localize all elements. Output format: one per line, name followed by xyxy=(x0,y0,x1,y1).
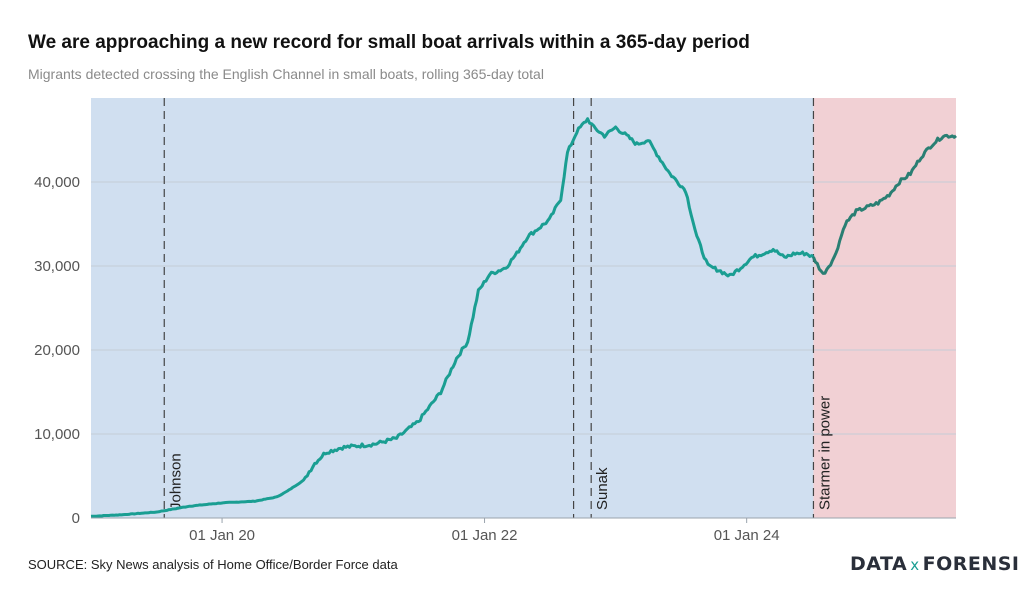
period-backgrounds xyxy=(91,98,956,518)
gridlines xyxy=(91,181,956,435)
series-lines xyxy=(90,117,957,518)
period-labour xyxy=(813,98,956,518)
brand-left: DATA xyxy=(850,553,908,575)
brand-logo: DATAxFORENSICS xyxy=(850,553,1020,575)
chart-title: We are approaching a new record for smal… xyxy=(28,32,750,53)
event-label: Johnson xyxy=(167,453,184,510)
y-tick-label: 30,000 xyxy=(34,258,80,275)
x-tick-label: 01 Jan 22 xyxy=(452,527,518,544)
y-tick-label: 0 xyxy=(72,510,80,527)
chart-subtitle: Migrants detected crossing the English C… xyxy=(28,66,544,82)
series-line xyxy=(90,117,815,518)
source-note: SOURCE: Sky News analysis of Home Office… xyxy=(28,557,398,572)
period-conservative xyxy=(91,98,814,518)
event-label: Sunak xyxy=(594,467,611,510)
x-tick-label: 01 Jan 20 xyxy=(189,527,255,544)
brand-separator: x xyxy=(910,556,920,574)
y-tick-label: 20,000 xyxy=(34,342,80,359)
y-tick-label: 40,000 xyxy=(34,174,80,191)
brand-right: FORENSICS xyxy=(922,553,1020,575)
series-line-starmer xyxy=(811,133,957,275)
axis-labels: 0 10,000 20,000 30,000 40,000 01 Jan 20 01 Jan… xyxy=(34,174,956,544)
y-tick-label: 10,000 xyxy=(34,426,80,443)
event-markers: Johnson Sunak Starmer in power xyxy=(163,98,833,518)
x-tick-label: 01 Jan 24 xyxy=(714,527,780,544)
event-label: Starmer in power xyxy=(816,396,833,510)
